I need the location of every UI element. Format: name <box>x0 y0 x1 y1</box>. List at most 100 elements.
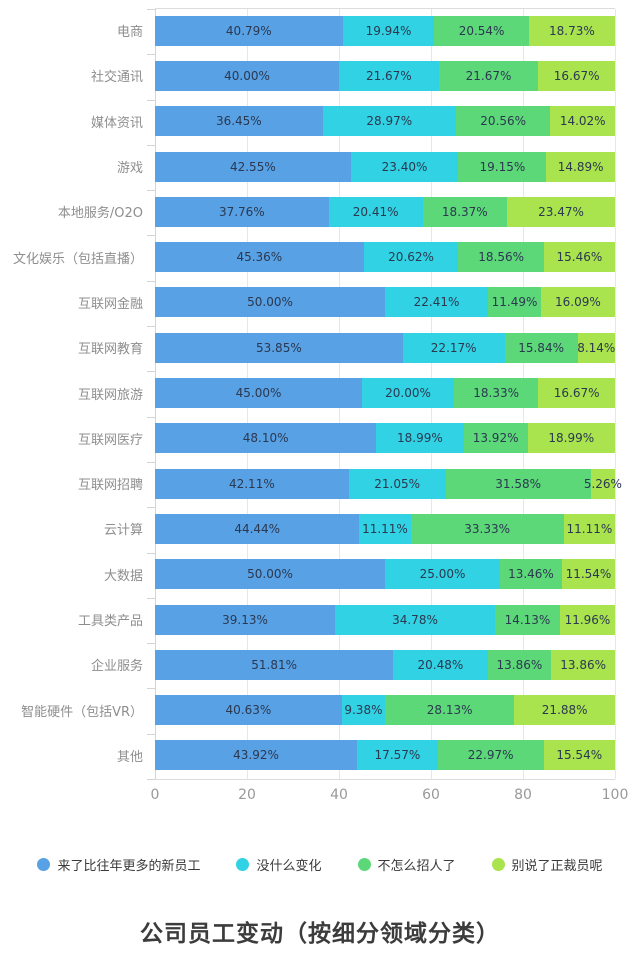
y-axis-tick <box>147 190 155 192</box>
value-label: 39.13% <box>222 612 268 627</box>
value-label: 13.86% <box>560 657 606 672</box>
bar-segment: 40.00% <box>155 60 339 91</box>
bar-segment: 11.54% <box>561 559 615 590</box>
category-label: 游戏 <box>116 161 143 177</box>
bar-segment: 48.10% <box>155 423 377 454</box>
legend-dot-icon <box>236 857 250 871</box>
bar-row: 企业服务 51.81% 20.48% 13.86% 13.86% <box>0 642 640 687</box>
bar-segment: 45.00% <box>155 378 362 409</box>
legend-label: 不怎么招人了 <box>377 858 456 874</box>
bar-track: 53.85% 22.17% 15.84% 8.14% <box>155 332 615 363</box>
y-axis-tick <box>147 235 155 237</box>
bar-segment: 11.96% <box>559 604 615 635</box>
value-label: 53.85% <box>255 340 302 355</box>
bar-segment: 17.57% <box>357 740 438 771</box>
y-axis-tick <box>147 643 155 645</box>
value-label: 15.46% <box>556 250 603 265</box>
value-label: 16.09% <box>555 295 601 310</box>
value-label: 11.96% <box>564 612 611 627</box>
legend-label: 来了比往年更多的新员工 <box>57 858 201 874</box>
value-label: 36.45% <box>215 114 262 129</box>
x-tick-label: 20 <box>238 787 256 803</box>
value-label: 28.13% <box>426 703 473 718</box>
value-label: 18.33% <box>473 386 520 401</box>
y-axis-tick <box>147 688 155 690</box>
value-label: 13.46% <box>508 567 554 582</box>
value-label: 16.67% <box>553 386 600 401</box>
bar-segment: 13.86% <box>487 649 552 680</box>
bar-segment: 37.76% <box>155 196 329 227</box>
value-label: 28.97% <box>366 114 413 129</box>
value-label: 14.02% <box>559 114 606 129</box>
category-label: 云计算 <box>103 523 143 539</box>
x-tick-label: 40 <box>330 787 348 803</box>
category-label: 大数据 <box>103 568 143 584</box>
bar-track: 42.11% 21.05% 31.58% 5.26% <box>155 468 622 499</box>
value-label: 20.54% <box>458 23 505 38</box>
bar-segment: 19.94% <box>342 15 435 46</box>
legend-dot-icon <box>37 857 51 871</box>
value-label: 51.81% <box>251 657 298 672</box>
value-label: 50.00% <box>247 295 293 310</box>
bar-track: 39.13% 34.78% 14.13% 11.96% <box>155 604 615 635</box>
bar-segment: 13.46% <box>500 559 562 590</box>
bar-segment: 28.97% <box>322 106 456 137</box>
category-label: 媒体资讯 <box>90 115 143 131</box>
bar-segment: 11.49% <box>488 287 541 318</box>
bar-track: 51.81% 20.48% 13.86% 13.86% <box>155 649 615 680</box>
bar-segment: 15.46% <box>543 242 615 273</box>
value-label: 50.00% <box>247 567 293 582</box>
value-label: 21.88% <box>541 703 588 718</box>
bar-segment: 18.99% <box>376 423 464 454</box>
value-label: 18.73% <box>549 23 595 38</box>
bar-track: 42.55% 23.40% 19.15% 14.89% <box>155 151 615 182</box>
y-axis-tick <box>147 326 155 328</box>
value-label: 48.10% <box>242 431 289 446</box>
bar-segment: 28.13% <box>385 695 515 726</box>
y-axis-tick <box>147 416 155 418</box>
legend-item: 别说了正裁员呢 <box>491 855 603 874</box>
legend-dot-icon <box>491 857 505 871</box>
value-label: 11.11% <box>362 521 408 536</box>
value-label: 20.62% <box>388 250 434 265</box>
stacked-bar-chart: 电商 40.79% 19.94% 20.54% 18.73% 社交通讯 40.00% 21.6… <box>0 8 640 972</box>
value-label: 44.44% <box>234 521 281 536</box>
bar-segment: 50.00% <box>155 559 385 590</box>
category-label: 企业服务 <box>90 659 143 675</box>
bar-segment: 21.67% <box>438 60 539 91</box>
bar-row: 互联网医疗 48.10% 18.99% 13.92% 18.99% <box>0 416 640 461</box>
legend-item: 没什么变化 <box>236 855 322 874</box>
value-label: 13.86% <box>496 657 543 672</box>
x-tick-label: 0 <box>150 787 160 803</box>
category-label: 电商 <box>116 25 143 41</box>
bar-segment: 14.89% <box>546 151 615 182</box>
bar-segment: 11.11% <box>359 513 411 544</box>
category-label: 互联网医疗 <box>77 432 143 448</box>
value-label: 9.38% <box>344 703 383 718</box>
gridline <box>615 9 616 779</box>
bar-segment: 13.92% <box>463 423 528 454</box>
legend-label: 别说了正裁员呢 <box>511 858 603 874</box>
bar-segment: 34.78% <box>334 604 495 635</box>
bar-segment: 42.55% <box>155 151 351 182</box>
bar-segment: 40.79% <box>155 15 343 46</box>
x-tick-label: 60 <box>422 787 440 803</box>
bar-segment: 20.56% <box>455 106 551 137</box>
y-axis-tick <box>147 552 155 554</box>
bar-segment: 33.33% <box>410 513 564 544</box>
bar-segment: 21.05% <box>348 468 446 499</box>
bar-segment: 18.56% <box>458 242 544 273</box>
bar-track: 44.44% 11.11% 33.33% 11.11% <box>155 513 615 544</box>
value-label: 34.78% <box>392 612 438 627</box>
value-label: 11.49% <box>491 295 538 310</box>
value-label: 20.56% <box>480 114 527 129</box>
y-axis-tick <box>147 507 155 509</box>
bar-segment: 20.48% <box>393 649 488 680</box>
bar-segment: 39.13% <box>155 604 335 635</box>
legend-item: 不怎么招人了 <box>357 855 456 874</box>
bar-segment: 8.14% <box>577 332 615 363</box>
y-axis-tick <box>147 733 155 735</box>
y-axis-tick <box>147 597 155 599</box>
category-label: 工具类产品 <box>77 614 143 629</box>
value-label: 43.92% <box>233 748 279 763</box>
